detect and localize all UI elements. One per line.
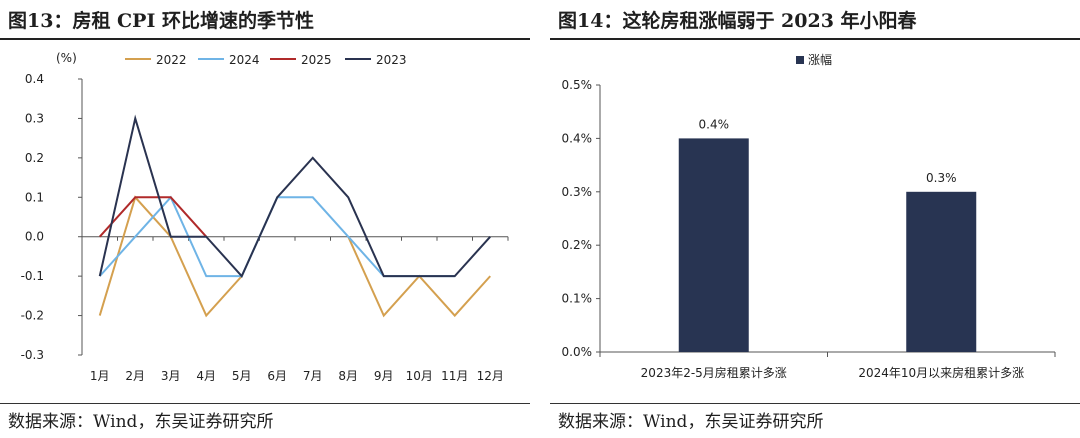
bar-data-label: 0.3%	[926, 171, 957, 185]
line-chart: -0.3 -0.2 -0.1 0.0 0.1 0.2 0.3 0.4 (%) 1月 2月 3月 4月 5月…	[21, 51, 509, 383]
x-tick-label: 5月	[232, 369, 252, 383]
y-tick-label: 0.4%	[562, 131, 593, 145]
line-chart-panel: 图13：房租 CPI 环比增速的季节性 -0.3 -0.2 -0.1 0.0 0.1 0.…	[0, 0, 530, 438]
right-title-rule	[550, 38, 1080, 40]
right-source-rule	[550, 403, 1080, 404]
x-tick-label: 6月	[267, 369, 287, 383]
y-tick-label: 0.1%	[562, 292, 593, 306]
legend-label-2025: 2025	[301, 53, 332, 67]
y-tick-label: 0.5%	[562, 78, 593, 92]
bar-chart: 0.0% 0.1% 0.2% 0.3% 0.4% 0.5% 0.4% 2023年2-5月房租累…	[562, 52, 1056, 380]
x-tick-label: 10月	[406, 369, 433, 383]
x-tick-label: 2024年10月以来房租累计多涨	[858, 365, 1024, 380]
series-line-2025	[99, 196, 207, 238]
y-tick-label: 0.3%	[562, 185, 593, 199]
legend-swatch	[796, 56, 804, 64]
x-tick-label: 3月	[161, 369, 181, 383]
legend-label: 涨幅	[808, 52, 832, 67]
y-tick-label: 0.1	[25, 190, 44, 204]
bar-chart-panel: 图14：这轮房租涨幅弱于 2023 年小阳春 0.0% 0.1% 0.2% 0.3% 0…	[550, 0, 1080, 438]
legend-label-2023: 2023	[376, 53, 407, 67]
y-tick-label: 0.3	[25, 111, 44, 125]
right-figure-title: 图14：这轮房租涨幅弱于 2023 年小阳春	[558, 10, 917, 32]
bar	[678, 138, 749, 352]
bar	[906, 191, 977, 352]
y-tick-label: 0.2	[25, 151, 44, 165]
y-tick-label: 0.0%	[562, 345, 593, 359]
left-title-rule	[0, 38, 530, 40]
right-source-note: 数据来源：Wind，东吴证券研究所	[558, 412, 824, 432]
legend-label-2022: 2022	[156, 53, 187, 67]
x-tick-label: 7月	[303, 369, 323, 383]
y-tick-label: 0.2%	[562, 238, 593, 252]
y-tick-label: -0.1	[21, 269, 44, 283]
y-tick-label: 0.0	[25, 230, 44, 244]
legend-label-2024: 2024	[229, 53, 260, 67]
y-tick-label: 0.4	[25, 72, 44, 86]
y-unit-label: (%)	[56, 51, 77, 65]
x-tick-label: 9月	[374, 369, 394, 383]
left-figure-title: 图13：房租 CPI 环比增速的季节性	[8, 10, 314, 32]
x-tick-label: 2023年2-5月房租累计多涨	[641, 365, 787, 380]
left-source-rule	[0, 403, 530, 404]
bar-data-label: 0.4%	[699, 117, 730, 131]
series-line-2022	[98, 195, 243, 318]
x-tick-label: 8月	[338, 369, 358, 383]
x-tick-label: 12月	[477, 369, 504, 383]
left-source-note: 数据来源：Wind，东吴证券研究所	[8, 412, 274, 432]
x-tick-label: 11月	[441, 369, 468, 383]
x-tick-label: 2月	[125, 369, 145, 383]
y-tick-label: -0.3	[21, 348, 44, 362]
x-tick-label: 1月	[90, 369, 110, 383]
y-tick-label: -0.2	[21, 309, 44, 323]
x-tick-label: 4月	[196, 369, 216, 383]
series-line-2023	[98, 114, 491, 278]
